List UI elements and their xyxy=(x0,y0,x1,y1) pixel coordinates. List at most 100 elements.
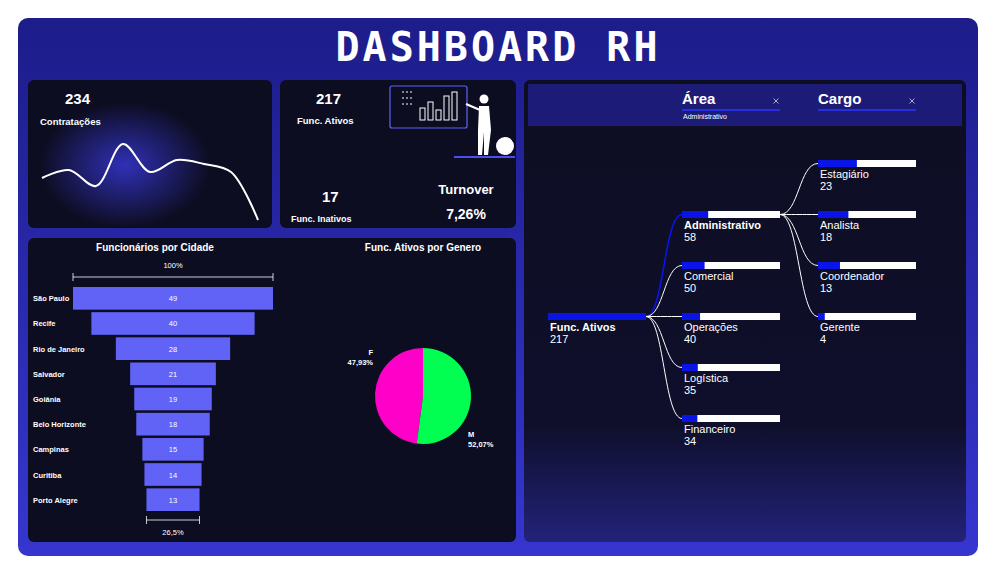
node-name: Gerente xyxy=(820,321,860,333)
pie-category: F xyxy=(368,348,373,357)
category-label: Curitiba xyxy=(33,471,62,480)
node-name: Coordenador xyxy=(820,270,885,282)
pie-category: M xyxy=(468,430,474,439)
data-label: 40 xyxy=(169,319,177,328)
funnel-bar xyxy=(144,463,201,486)
pie-value: 52,07% xyxy=(468,440,494,449)
tree-link xyxy=(646,266,682,317)
level-underline xyxy=(682,109,780,111)
icon-floor xyxy=(454,156,515,158)
kpi-label: Func. Inativos xyxy=(291,214,352,224)
icon-dot xyxy=(402,98,412,99)
icon-arm xyxy=(466,104,480,110)
pie-slice xyxy=(417,348,471,444)
icon-bar xyxy=(420,108,425,120)
funnel-bar xyxy=(130,363,216,386)
bar-fill xyxy=(682,415,697,422)
bar-track xyxy=(682,313,780,320)
bar-track xyxy=(818,262,916,269)
data-label: 19 xyxy=(169,395,177,404)
panel xyxy=(28,80,272,228)
panel xyxy=(280,80,516,228)
icon-head xyxy=(480,95,489,104)
tree-link xyxy=(646,215,682,317)
level-name: Área xyxy=(682,90,716,107)
bar-fill xyxy=(818,262,840,269)
tree-link xyxy=(646,316,682,317)
node-name: Func. Ativos xyxy=(550,321,616,333)
tree-bars xyxy=(548,160,916,422)
sparkline xyxy=(42,144,258,220)
icon-bar xyxy=(452,92,457,120)
bar-fill xyxy=(818,313,825,320)
bar-track xyxy=(682,364,780,371)
kpi-value: 234 xyxy=(65,90,91,107)
node-value: 13 xyxy=(820,282,832,294)
level-close xyxy=(774,99,779,104)
funnel-bar xyxy=(142,438,203,461)
node-name: Logística xyxy=(684,372,729,384)
category-label: Rio de Janeiro xyxy=(33,345,85,354)
level-underline xyxy=(818,109,916,111)
icon xyxy=(390,86,515,157)
panel xyxy=(28,238,516,542)
funnel-bar xyxy=(136,413,209,436)
node-value: 34 xyxy=(684,435,696,447)
tree-header xyxy=(528,84,962,126)
category-label: Campinas xyxy=(33,445,69,454)
chart-title: Func. Ativos por Genero xyxy=(365,242,481,253)
category-label: Porto Alegre xyxy=(33,496,78,505)
node-value: 40 xyxy=(684,333,696,345)
category-label: Goiânia xyxy=(33,395,61,404)
data-label: 15 xyxy=(169,445,177,454)
pie-value: 47,93% xyxy=(348,358,374,367)
sparkline-plot xyxy=(42,144,258,220)
bar-track xyxy=(818,160,916,167)
bar-fill xyxy=(682,364,698,371)
node-name: Estagiário xyxy=(820,168,869,180)
kpi-label: Contratações xyxy=(40,116,101,127)
level-name: Cargo xyxy=(818,90,861,107)
tree-link xyxy=(780,215,818,317)
bar-fill xyxy=(682,313,700,320)
bar-track xyxy=(818,211,916,218)
bar-fill xyxy=(548,313,646,320)
node-value: 18 xyxy=(820,231,832,243)
funnel-bar xyxy=(146,488,199,511)
kpi-label: Func. Ativos xyxy=(297,115,354,126)
category-label: Salvador xyxy=(33,370,65,379)
bar-fill xyxy=(818,160,857,167)
kpi-value: 7,26% xyxy=(446,206,486,222)
data-label: 13 xyxy=(169,496,177,505)
node-value: 23 xyxy=(820,180,832,192)
annotation: 26,5% xyxy=(162,528,184,537)
category-label: Belo Horizonte xyxy=(33,420,86,429)
category-label: Recife xyxy=(33,319,56,328)
bar-fill xyxy=(682,211,708,218)
tree-link xyxy=(646,317,682,368)
bracket xyxy=(146,516,199,524)
level-filter: Administrativo xyxy=(683,113,727,120)
bar-track xyxy=(682,211,780,218)
category-label: São Paulo xyxy=(33,294,70,303)
data-label: 18 xyxy=(169,420,177,429)
tree-links xyxy=(646,164,818,419)
bar-track xyxy=(548,313,646,320)
icon-bar xyxy=(428,102,433,120)
glow xyxy=(40,103,210,227)
bar-track xyxy=(682,415,780,422)
kpi-value: 17 xyxy=(322,188,339,205)
pie-slice xyxy=(375,348,423,444)
bar-fill xyxy=(682,262,705,269)
node-value: 4 xyxy=(820,333,826,345)
icon-board xyxy=(390,86,467,128)
tree-link xyxy=(780,214,818,215)
icon-dot xyxy=(402,92,412,93)
node-name: Administrativo xyxy=(684,219,761,231)
icon-bar xyxy=(436,110,441,120)
dashboard-svg: DASHBOARD RH234Contratações217Func. Ativ… xyxy=(0,0,996,576)
tree-link xyxy=(646,317,682,419)
bar-track xyxy=(682,262,780,269)
icon-bar xyxy=(444,96,449,120)
bar-fill xyxy=(818,211,848,218)
